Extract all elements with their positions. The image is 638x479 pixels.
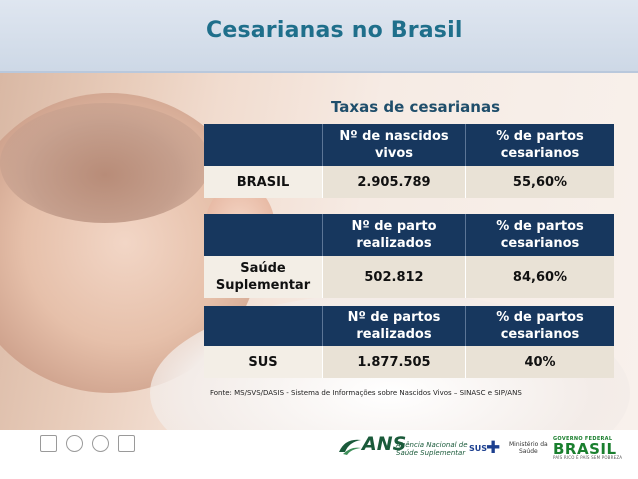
header-band (0, 0, 638, 72)
table-row: SUS 1.877.505 40% (204, 346, 614, 378)
header-cell: % de partos cesarianos (465, 306, 614, 346)
header-empty-cell (204, 214, 322, 256)
ministerio-line: Ministério da (509, 441, 548, 448)
header-empty-cell (204, 124, 322, 166)
row-label: Saúde Suplementar (204, 256, 322, 298)
sus-logo-text: SUS (469, 444, 488, 453)
source-note: Fonte: MS/SVS/DASIS - Sistema de Informa… (210, 389, 522, 397)
table-row: BRASIL 2.905.789 55,60% (204, 166, 614, 198)
header-cell: % de partos cesarianos (465, 124, 614, 166)
table-row: Saúde Suplementar 502.812 84,60% (204, 256, 614, 298)
slide-title: Cesarianas no Brasil (206, 18, 463, 43)
table-header-row: Nº de nascidos vivos % de partos cesaria… (204, 124, 614, 166)
ministerio-saude-logo: Ministério da Saúde (509, 441, 548, 455)
brasil-slogan: PAÍS RICO É PAÍS SEM POBREZA (553, 455, 623, 460)
table-title: Taxas de cesarianas (331, 98, 501, 116)
brasil-logo-text: BRASIL (553, 440, 617, 458)
ans-logo-icon (339, 439, 361, 455)
table-header-row: Nº de parto realizados % de partos cesar… (204, 214, 614, 256)
seal-icon (92, 435, 109, 452)
row-label: BRASIL (204, 166, 322, 198)
sus-cross-icon: ✚ (486, 438, 501, 458)
row-value: 2.905.789 (322, 166, 465, 198)
header-cell: Nº de partos realizados (322, 306, 465, 346)
ministerio-line: Saúde (518, 448, 538, 455)
header-cell: Nº de parto realizados (322, 214, 465, 256)
header-divider (0, 71, 638, 73)
row-value: 1.877.505 (322, 346, 465, 378)
row-value: 55,60% (465, 166, 614, 198)
ans-subtitle: Agência Nacional de Saúde Suplementar (396, 441, 468, 457)
seal-icon (40, 435, 57, 452)
row-label: SUS (204, 346, 322, 378)
row-value: 40% (465, 346, 614, 378)
ans-subtitle-line: Agência Nacional de (396, 441, 468, 449)
table-header-row: Nº de partos realizados % de partos cesa… (204, 306, 614, 346)
ans-logo-text: ANS (362, 433, 407, 455)
seal-icon (66, 435, 83, 452)
header-cell: % de partos cesarianos (465, 214, 614, 256)
brasil-gov-logo: GOVERNO FEDERAL BRASIL PAÍS RICO É PAÍS … (553, 436, 625, 460)
row-value: 502.812 (322, 256, 465, 298)
baby-hair-shape (0, 103, 210, 223)
header-empty-cell (204, 306, 322, 346)
ans-subtitle-line: Saúde Suplementar (396, 449, 466, 457)
row-value: 84,60% (465, 256, 614, 298)
header-cell: Nº de nascidos vivos (322, 124, 465, 166)
brasil-top-text: GOVERNO FEDERAL (553, 436, 613, 442)
seal-icon (118, 435, 135, 452)
